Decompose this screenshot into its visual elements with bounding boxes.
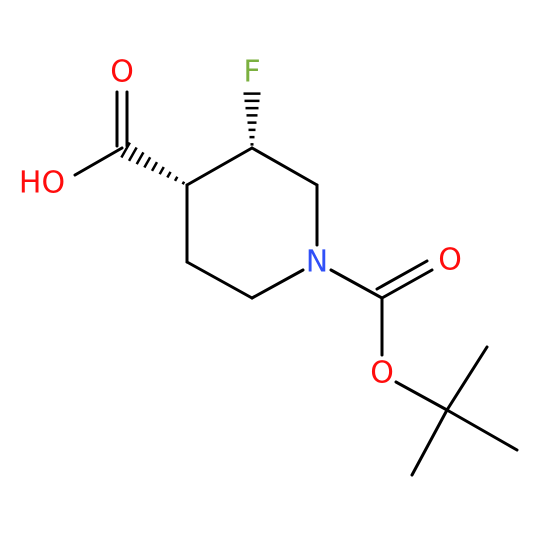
hash-line [173,176,179,182]
hash-line [120,142,131,159]
bonds [73,90,519,477]
atom-label: N [306,245,328,280]
bond [329,268,384,300]
bond [375,259,429,291]
bond [250,146,319,187]
bond [185,146,254,187]
hash-line [158,166,165,175]
hash-line [127,146,138,162]
bond [380,268,434,300]
hash-line [150,161,159,172]
bond [394,380,449,412]
atom-label: O [438,243,462,278]
hash-line [166,171,172,179]
bond [73,146,124,177]
bond [250,268,305,300]
atom-label: F [243,55,260,90]
atom-label: O [370,356,394,391]
bond [410,408,449,477]
bond [445,408,519,452]
atom-label: O [110,55,134,90]
hash-line [143,156,152,169]
bond [445,345,489,412]
atom-label: HO [19,166,65,201]
hashed-wedges [120,92,261,185]
hash-line [181,181,186,185]
bond [185,260,254,300]
hash-line [135,151,145,165]
